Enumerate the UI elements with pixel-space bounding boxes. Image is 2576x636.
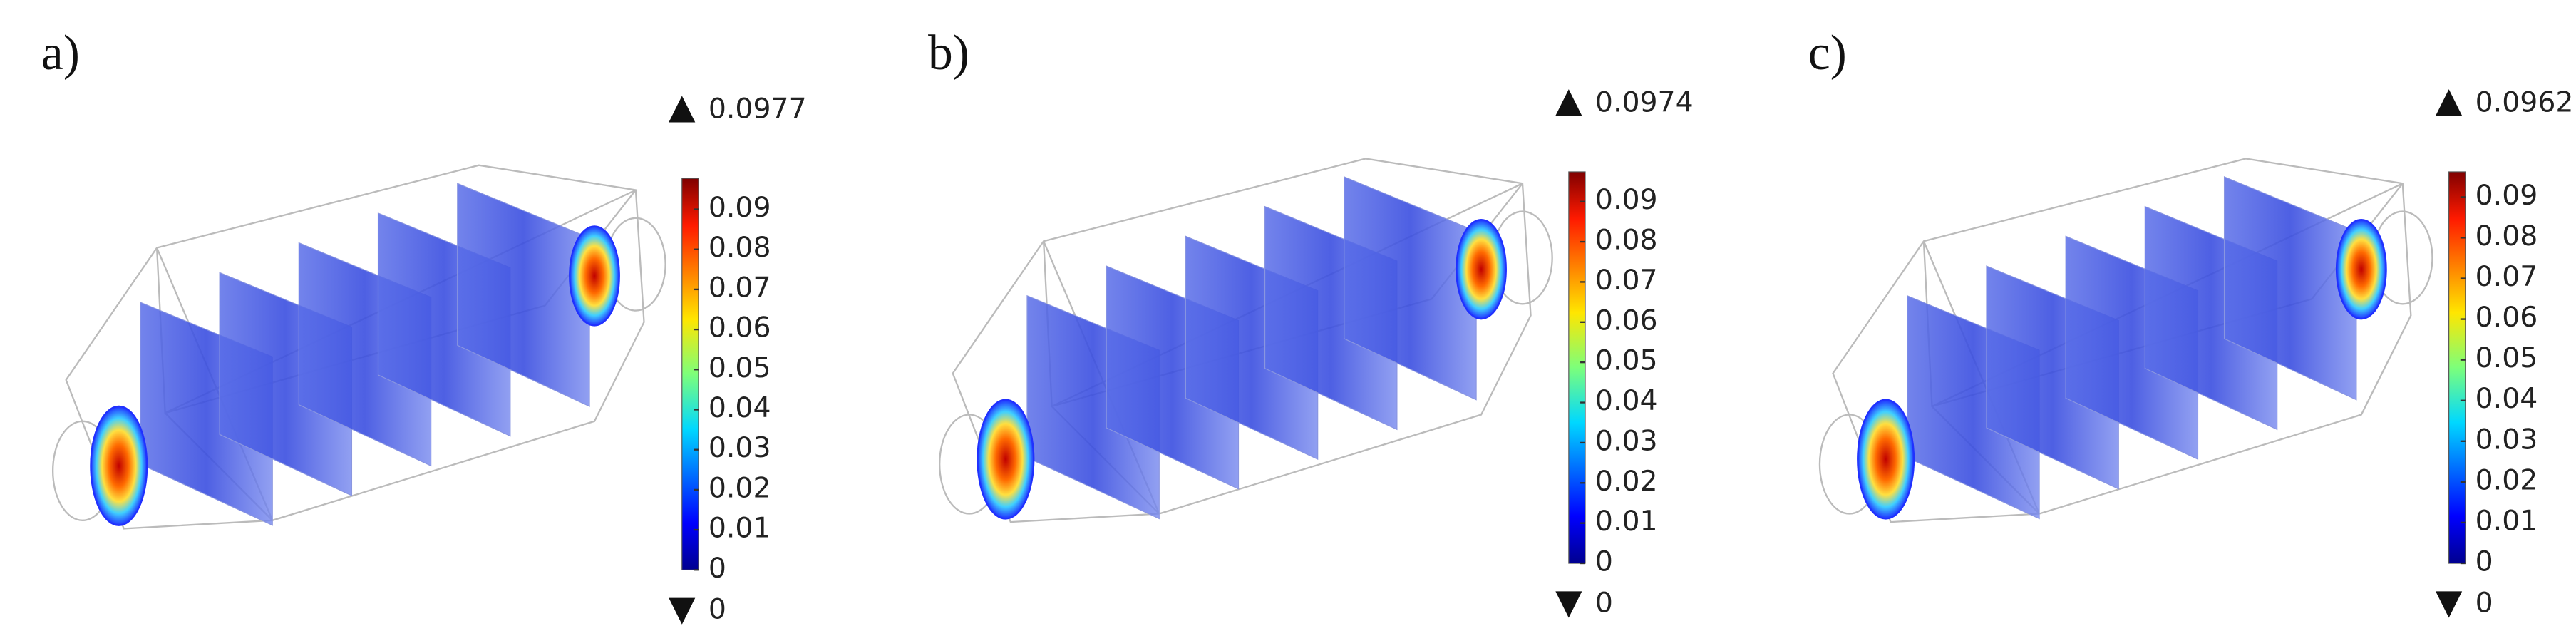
colorbar-tick-label: 0.08 — [1595, 224, 1658, 257]
colorbar-tick-label: 0.05 — [2475, 342, 2538, 374]
panel-label: b) — [928, 26, 969, 81]
min-value: 0 — [709, 593, 726, 626]
min-arrow — [2436, 591, 2463, 618]
colorbar-tick-label: 0.02 — [709, 471, 771, 504]
inlet-slice — [90, 405, 148, 526]
max-value: 0.0974 — [1595, 86, 1694, 118]
housing-outline — [65, 164, 645, 530]
velocity-slice — [2223, 176, 2357, 401]
colorbar-tick-label: 0 — [1595, 545, 1613, 578]
colorbar-tick-label: 0.03 — [709, 431, 771, 464]
colorbar-tick-label: 0.06 — [1595, 304, 1658, 337]
colorbar-tick-label: 0.06 — [709, 312, 771, 344]
colorbar-tick-label: 0.01 — [1595, 505, 1658, 538]
min-value: 0 — [1595, 586, 1613, 619]
min-arrow — [1555, 591, 1582, 618]
colorbar-tick-label: 0 — [709, 552, 726, 585]
colorbar-tick-label: 0.05 — [709, 352, 771, 384]
colorbar-tick-label: 0.09 — [2475, 179, 2538, 212]
max-arrow — [1555, 89, 1582, 116]
colorbar — [2448, 171, 2466, 564]
colorbar-tick-label: 0.01 — [2475, 504, 2538, 537]
colorbar-tick-label: 0.01 — [709, 512, 771, 545]
housing-outline — [1832, 158, 2412, 523]
max-value: 0.0962 — [2475, 86, 2574, 118]
colorbar-tick-label: 0.07 — [1595, 264, 1658, 297]
colorbar — [1568, 171, 1586, 564]
colorbar-tick-label: 0.09 — [1595, 183, 1658, 216]
colorbar — [681, 178, 699, 570]
colorbar-tick-label: 0.04 — [2475, 382, 2538, 415]
colorbar-tick-label: 0.05 — [1595, 344, 1658, 377]
max-value: 0.0977 — [709, 93, 807, 125]
housing-outline — [952, 158, 1532, 523]
velocity-slice — [457, 183, 590, 407]
colorbar-tick-label: 0 — [2475, 545, 2493, 578]
panel-label: a) — [41, 26, 80, 81]
colorbar-tick-label: 0.02 — [2475, 463, 2538, 496]
colorbar-tick-label: 0.08 — [2475, 220, 2538, 252]
velocity-slice — [1344, 176, 1477, 401]
min-value: 0 — [2475, 586, 2493, 619]
max-arrow — [669, 96, 696, 123]
colorbar-tick-label: 0.04 — [1595, 384, 1658, 417]
colorbar-tick-label: 0.03 — [2475, 423, 2538, 456]
colorbar-tick-label: 0.02 — [1595, 465, 1658, 498]
outlet-slice — [2335, 219, 2387, 320]
colorbar-tick-label: 0.03 — [1595, 424, 1658, 457]
max-arrow — [2436, 89, 2463, 116]
colorbar-tick-label: 0.04 — [709, 391, 771, 424]
outlet-slice — [1456, 219, 1507, 320]
colorbar-tick-label: 0.09 — [709, 191, 771, 224]
min-arrow — [669, 597, 696, 625]
inlet-slice — [1857, 399, 1915, 520]
colorbar-tick-label: 0.06 — [2475, 301, 2538, 334]
inlet-slice — [977, 399, 1035, 520]
panel-label: c) — [1808, 26, 1847, 81]
outlet-slice — [569, 225, 620, 327]
colorbar-tick-label: 0.07 — [2475, 260, 2538, 293]
colorbar-tick-label: 0.07 — [709, 271, 771, 304]
colorbar-tick-label: 0.08 — [709, 231, 771, 264]
